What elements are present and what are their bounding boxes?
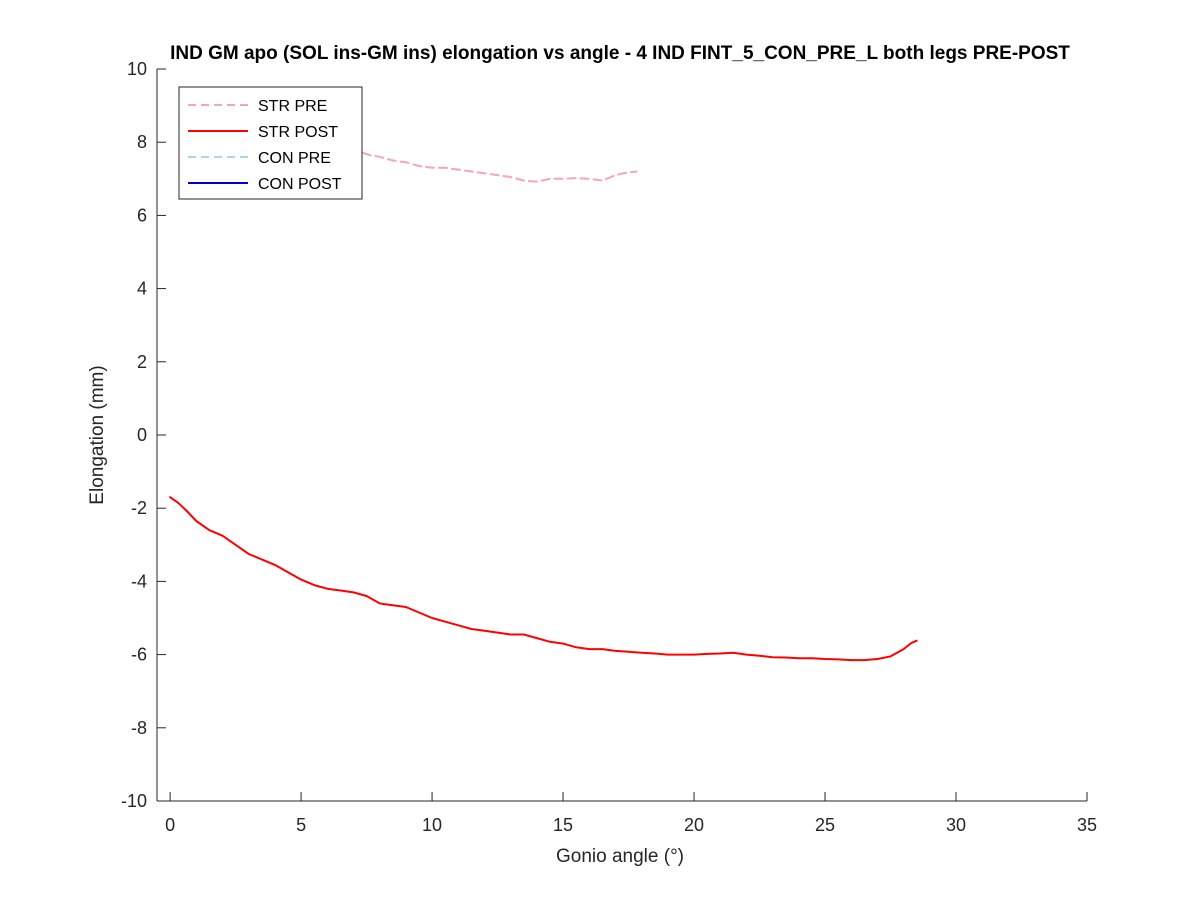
- chart-title: IND GM apo (SOL ins-GM ins) elongation v…: [170, 43, 1070, 64]
- x-axis-ticks: 0 5 10 15 20 25 30 35: [165, 792, 1097, 835]
- y-tick-label: -8: [131, 718, 147, 738]
- x-tick-label: 15: [553, 815, 573, 835]
- series-line-str-pre: [349, 146, 638, 183]
- x-tick-label: 35: [1077, 815, 1097, 835]
- x-tick-label: 25: [815, 815, 835, 835]
- legend-box: [178, 86, 363, 200]
- x-axis-label: Gonio angle (°): [556, 846, 684, 867]
- series-line-str-post: [169, 496, 918, 662]
- y-tick-label: 2: [137, 352, 147, 372]
- y-tick-label: 8: [137, 132, 147, 152]
- y-axis-label: Elongation (mm): [87, 365, 108, 504]
- series-layer: [169, 146, 918, 662]
- x-tick-label: 0: [165, 815, 175, 835]
- x-tick-label: 5: [296, 815, 306, 835]
- legend: STR PRE STR POST CON PRE CON POST: [178, 86, 363, 200]
- x-tick-label: 10: [422, 815, 442, 835]
- y-tick-label: -2: [131, 498, 147, 518]
- y-tick-label: 10: [127, 59, 147, 79]
- y-tick-label: 4: [137, 279, 147, 299]
- x-tick-label: 30: [946, 815, 966, 835]
- y-tick-label: 6: [137, 205, 147, 225]
- legend-label: STR PRE: [258, 98, 327, 115]
- y-tick-label: -4: [131, 571, 147, 591]
- legend-label: CON POST: [258, 176, 342, 193]
- y-axis-ticks: -10 -8 -6 -4 -2 0 2 4 6 8 10: [121, 59, 166, 811]
- y-tick-label: -10: [121, 791, 147, 811]
- x-tick-label: 20: [684, 815, 704, 835]
- legend-label: STR POST: [258, 124, 338, 141]
- y-tick-label: 0: [137, 425, 147, 445]
- legend-label: CON PRE: [258, 150, 331, 167]
- y-tick-label: -6: [131, 645, 147, 665]
